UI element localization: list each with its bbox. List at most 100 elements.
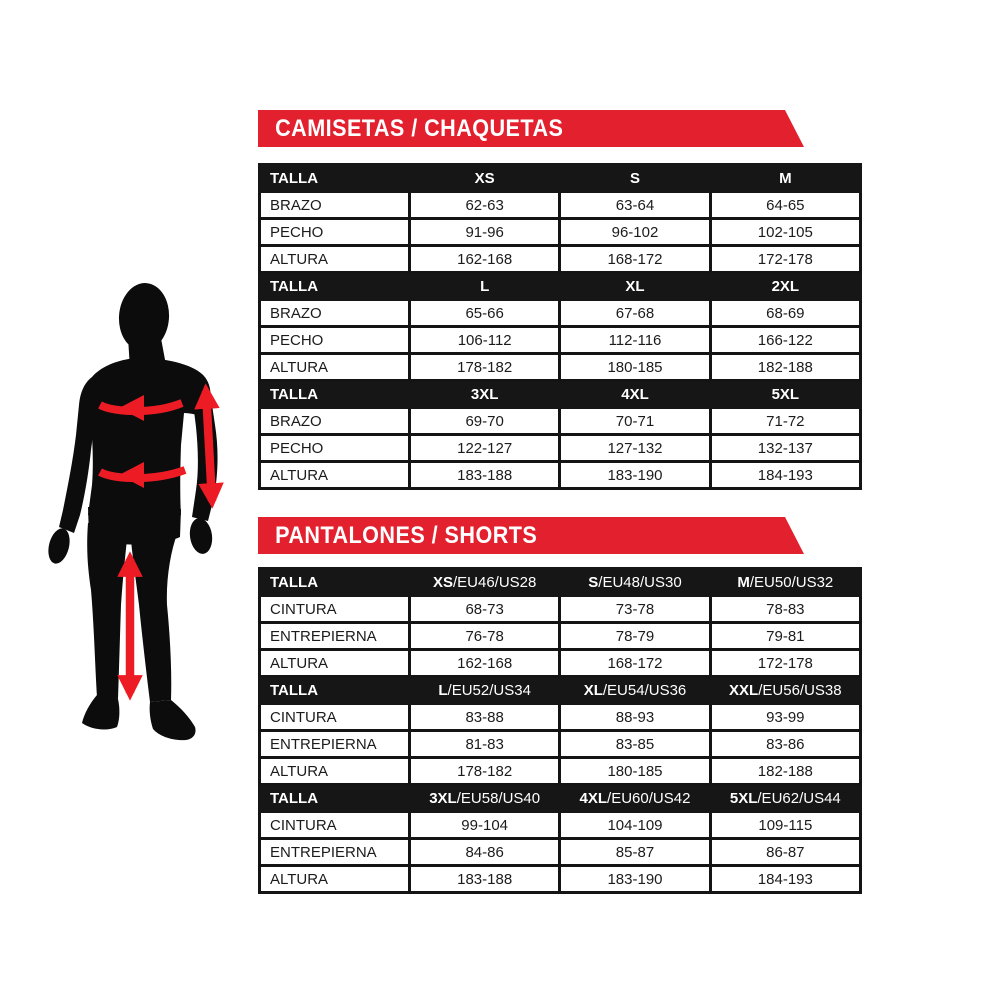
measure-label-cell: ENTREPIERNA bbox=[258, 621, 411, 651]
measure-value-cell: 168-172 bbox=[558, 648, 712, 678]
measure-label-cell: BRAZO bbox=[258, 298, 411, 328]
measure-value-cell: 83-88 bbox=[407, 702, 562, 732]
measure-value-cell: 172-178 bbox=[708, 244, 863, 274]
measure-label-cell: PECHO bbox=[258, 217, 411, 247]
table-row: TALLA XS/EU46/US28 S/EU48/US30 M/EU50/US… bbox=[258, 567, 863, 597]
measure-value-cell: 63-64 bbox=[558, 190, 712, 220]
size-code-suffix: /EU52/US34 bbox=[447, 681, 531, 699]
table-row: PECHO 106-112 112-116 166-122 bbox=[258, 325, 863, 355]
size-header-cell: 4XL bbox=[558, 379, 712, 409]
measure-value-cell: 132-137 bbox=[708, 433, 863, 463]
measure-value-cell: 83-86 bbox=[708, 729, 863, 759]
measure-label-cell: ENTREPIERNA bbox=[258, 837, 411, 867]
pants-section-banner: PANTALONES / SHORTS bbox=[258, 517, 804, 554]
size-header-cell: XS bbox=[407, 163, 562, 193]
size-header-cell: 4XL/EU60/US42 bbox=[558, 783, 712, 813]
table-row: BRAZO 65-66 67-68 68-69 bbox=[258, 298, 863, 328]
measure-value-cell: 183-188 bbox=[407, 864, 562, 894]
silhouette-graphic bbox=[48, 283, 224, 741]
size-header-cell: XL/EU54/US36 bbox=[558, 675, 712, 705]
size-code: XXL bbox=[729, 681, 759, 699]
table-row: ALTURA 162-168 168-172 172-178 bbox=[258, 244, 863, 274]
table-row: CINTURA 99-104 104-109 109-115 bbox=[258, 810, 863, 840]
body-measurement-figure bbox=[40, 275, 240, 765]
size-header-cell: L bbox=[407, 271, 562, 301]
size-header-cell: S bbox=[558, 163, 712, 193]
table-row: PECHO 122-127 127-132 132-137 bbox=[258, 433, 863, 463]
size-code-suffix: /EU54/US36 bbox=[602, 681, 687, 699]
size-code: XL bbox=[583, 681, 603, 699]
shirts-section-banner: CAMISETAS / CHAQUETAS bbox=[258, 110, 804, 147]
measure-value-cell: 184-193 bbox=[708, 864, 863, 894]
table-row: CINTURA 83-88 88-93 93-99 bbox=[258, 702, 863, 732]
table-row: TALLA L/EU52/US34 XL/EU54/US36 XXL/EU56/… bbox=[258, 675, 863, 705]
measure-value-cell: 88-93 bbox=[558, 702, 712, 732]
measure-value-cell: 96-102 bbox=[558, 217, 712, 247]
measure-label-cell: ALTURA bbox=[258, 460, 411, 490]
measure-value-cell: 127-132 bbox=[558, 433, 712, 463]
size-code-suffix: /EU48/US30 bbox=[598, 573, 682, 591]
measure-value-cell: 71-72 bbox=[708, 406, 863, 436]
measure-value-cell: 172-178 bbox=[708, 648, 863, 678]
size-code: 4XL bbox=[579, 789, 608, 807]
measure-value-cell: 65-66 bbox=[407, 298, 562, 328]
measure-label-cell: PECHO bbox=[258, 325, 411, 355]
pants-size-table: TALLA XS/EU46/US28 S/EU48/US30 M/EU50/US… bbox=[258, 567, 863, 894]
measure-value-cell: 183-188 bbox=[407, 460, 562, 490]
measure-value-cell: 68-69 bbox=[708, 298, 863, 328]
measure-value-cell: 109-115 bbox=[708, 810, 863, 840]
waist-width-arrow bbox=[98, 462, 187, 488]
measure-label-cell: ALTURA bbox=[258, 352, 411, 382]
size-code-suffix: /EU60/US42 bbox=[607, 789, 691, 807]
size-header-cell: L/EU52/US34 bbox=[407, 675, 562, 705]
measure-label-cell: ALTURA bbox=[258, 756, 411, 786]
table-row: ENTREPIERNA 84-86 85-87 86-87 bbox=[258, 837, 863, 867]
size-code: XS bbox=[432, 573, 453, 591]
table-row: ALTURA 178-182 180-185 182-188 bbox=[258, 756, 863, 786]
measure-value-cell: 166-122 bbox=[708, 325, 863, 355]
table-row: CINTURA 68-73 73-78 78-83 bbox=[258, 594, 863, 624]
size-row-label-cell: TALLA bbox=[258, 379, 411, 409]
measure-value-cell: 183-190 bbox=[558, 460, 712, 490]
measure-value-cell: 112-116 bbox=[558, 325, 712, 355]
measure-value-cell: 79-81 bbox=[708, 621, 863, 651]
size-header-cell: 3XL bbox=[407, 379, 562, 409]
size-row-label-cell: TALLA bbox=[258, 163, 411, 193]
measure-value-cell: 106-112 bbox=[407, 325, 562, 355]
size-header-cell: 5XL bbox=[708, 379, 863, 409]
measure-value-cell: 178-182 bbox=[407, 756, 562, 786]
measure-label-cell: ALTURA bbox=[258, 244, 411, 274]
table-row: ENTREPIERNA 76-78 78-79 79-81 bbox=[258, 621, 863, 651]
table-row: BRAZO 62-63 63-64 64-65 bbox=[258, 190, 863, 220]
size-header-cell: 2XL bbox=[708, 271, 863, 301]
measure-label-cell: BRAZO bbox=[258, 190, 411, 220]
size-header-cell: M/EU50/US32 bbox=[708, 567, 863, 597]
measure-value-cell: 183-190 bbox=[558, 864, 712, 894]
measure-label-cell: ENTREPIERNA bbox=[258, 729, 411, 759]
pants-banner-title: PANTALONES / SHORTS bbox=[275, 521, 538, 549]
measure-label-cell: PECHO bbox=[258, 433, 411, 463]
size-header-cell: M bbox=[708, 163, 863, 193]
measure-label-cell: CINTURA bbox=[258, 810, 411, 840]
size-code-suffix: /EU56/US38 bbox=[758, 681, 842, 699]
measure-value-cell: 178-182 bbox=[407, 352, 562, 382]
size-row-label-cell: TALLA bbox=[258, 271, 411, 301]
measure-label-cell: CINTURA bbox=[258, 702, 411, 732]
measure-value-cell: 93-99 bbox=[708, 702, 863, 732]
measure-value-cell: 62-63 bbox=[407, 190, 562, 220]
arm-length-arrow bbox=[194, 383, 224, 509]
measure-value-cell: 184-193 bbox=[708, 460, 863, 490]
measure-value-cell: 86-87 bbox=[708, 837, 863, 867]
size-header-cell: XL bbox=[558, 271, 712, 301]
measure-value-cell: 73-78 bbox=[558, 594, 712, 624]
size-code: 5XL bbox=[729, 789, 758, 807]
table-row: PECHO 91-96 96-102 102-105 bbox=[258, 217, 863, 247]
size-code-suffix: /EU58/US40 bbox=[456, 789, 541, 807]
table-row: BRAZO 69-70 70-71 71-72 bbox=[258, 406, 863, 436]
table-row: ENTREPIERNA 81-83 83-85 83-86 bbox=[258, 729, 863, 759]
measure-label-cell: ALTURA bbox=[258, 864, 411, 894]
size-row-label-cell: TALLA bbox=[258, 675, 411, 705]
size-header-cell: XS/EU46/US28 bbox=[407, 567, 562, 597]
measure-value-cell: 67-68 bbox=[558, 298, 712, 328]
measure-value-cell: 180-185 bbox=[558, 352, 712, 382]
